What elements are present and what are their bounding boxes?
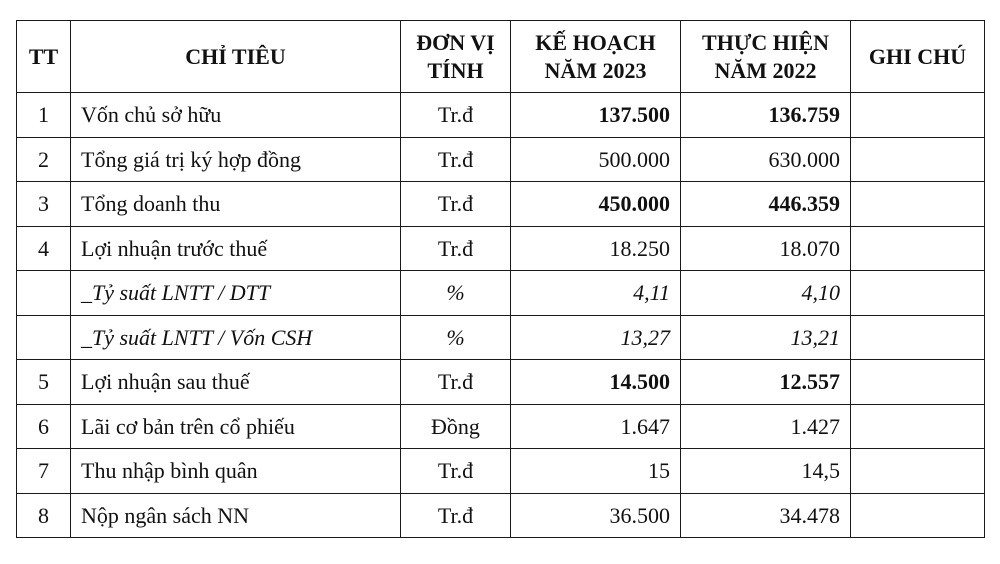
cell-plan: 500.000 [511,137,681,182]
table-row: 1Vốn chủ sở hữuTr.đ137.500136.759 [17,93,985,138]
cell-actual: 18.070 [681,226,851,271]
cell-actual: 13,21 [681,315,851,360]
cell-actual: 34.478 [681,493,851,538]
cell-name: Lãi cơ bản trên cổ phiếu [71,404,401,449]
cell-unit: Tr.đ [401,493,511,538]
header-row: TT CHỈ TIÊU ĐƠN VỊ TÍNH KẾ HOẠCH NĂM 202… [17,21,985,93]
col-name: CHỈ TIÊU [71,21,401,93]
cell-unit: Tr.đ [401,182,511,227]
table-body: 1Vốn chủ sở hữuTr.đ137.500136.7592Tổng g… [17,93,985,538]
cell-tt: 6 [17,404,71,449]
cell-name: Vốn chủ sở hữu [71,93,401,138]
cell-tt: 2 [17,137,71,182]
cell-unit: Tr.đ [401,137,511,182]
cell-actual: 630.000 [681,137,851,182]
cell-plan: 1.647 [511,404,681,449]
table-row: 4Lợi nhuận trước thuếTr.đ18.25018.070 [17,226,985,271]
cell-name: Tổng doanh thu [71,182,401,227]
cell-note [851,226,985,271]
cell-note [851,404,985,449]
cell-note [851,182,985,227]
cell-note [851,493,985,538]
cell-name: _Tỷ suất LNTT / Vốn CSH [71,315,401,360]
col-unit: ĐƠN VỊ TÍNH [401,21,511,93]
cell-unit: Đồng [401,404,511,449]
cell-unit: % [401,315,511,360]
table-row: 2Tổng giá trị ký hợp đồngTr.đ500.000630.… [17,137,985,182]
cell-tt [17,271,71,316]
col-note: GHI CHÚ [851,21,985,93]
table-row: 8Nộp ngân sách NNTr.đ36.50034.478 [17,493,985,538]
cell-plan: 15 [511,449,681,494]
cell-tt: 7 [17,449,71,494]
cell-plan: 18.250 [511,226,681,271]
table-row: _Tỷ suất LNTT / DTT%4,114,10 [17,271,985,316]
col-tt: TT [17,21,71,93]
cell-note [851,137,985,182]
cell-actual: 136.759 [681,93,851,138]
table-row: 7Thu nhập bình quânTr.đ1514,5 [17,449,985,494]
col-actual: THỰC HIỆN NĂM 2022 [681,21,851,93]
col-plan: KẾ HOẠCH NĂM 2023 [511,21,681,93]
cell-plan: 4,11 [511,271,681,316]
table-row: 5Lợi nhuận sau thuếTr.đ14.50012.557 [17,360,985,405]
cell-actual: 1.427 [681,404,851,449]
cell-tt [17,315,71,360]
cell-name: Lợi nhuận sau thuế [71,360,401,405]
cell-plan: 36.500 [511,493,681,538]
cell-name: Tổng giá trị ký hợp đồng [71,137,401,182]
cell-note [851,315,985,360]
cell-tt: 5 [17,360,71,405]
cell-unit: Tr.đ [401,226,511,271]
cell-plan: 450.000 [511,182,681,227]
cell-tt: 8 [17,493,71,538]
cell-note [851,360,985,405]
cell-name: Nộp ngân sách NN [71,493,401,538]
cell-actual: 446.359 [681,182,851,227]
cell-unit: Tr.đ [401,449,511,494]
cell-name: Thu nhập bình quân [71,449,401,494]
table-row: 3Tổng doanh thuTr.đ450.000446.359 [17,182,985,227]
financial-table: TT CHỈ TIÊU ĐƠN VỊ TÍNH KẾ HOẠCH NĂM 202… [16,20,985,538]
cell-note [851,271,985,316]
cell-note [851,449,985,494]
cell-plan: 13,27 [511,315,681,360]
cell-name: Lợi nhuận trước thuế [71,226,401,271]
cell-tt: 3 [17,182,71,227]
table-head: TT CHỈ TIÊU ĐƠN VỊ TÍNH KẾ HOẠCH NĂM 202… [17,21,985,93]
cell-plan: 137.500 [511,93,681,138]
cell-tt: 1 [17,93,71,138]
cell-unit: Tr.đ [401,360,511,405]
cell-actual: 14,5 [681,449,851,494]
cell-name: _Tỷ suất LNTT / DTT [71,271,401,316]
cell-actual: 4,10 [681,271,851,316]
table-row: _Tỷ suất LNTT / Vốn CSH%13,2713,21 [17,315,985,360]
table-row: 6Lãi cơ bản trên cổ phiếuĐồng1.6471.427 [17,404,985,449]
cell-tt: 4 [17,226,71,271]
cell-actual: 12.557 [681,360,851,405]
cell-unit: % [401,271,511,316]
cell-plan: 14.500 [511,360,681,405]
cell-note [851,93,985,138]
cell-unit: Tr.đ [401,93,511,138]
